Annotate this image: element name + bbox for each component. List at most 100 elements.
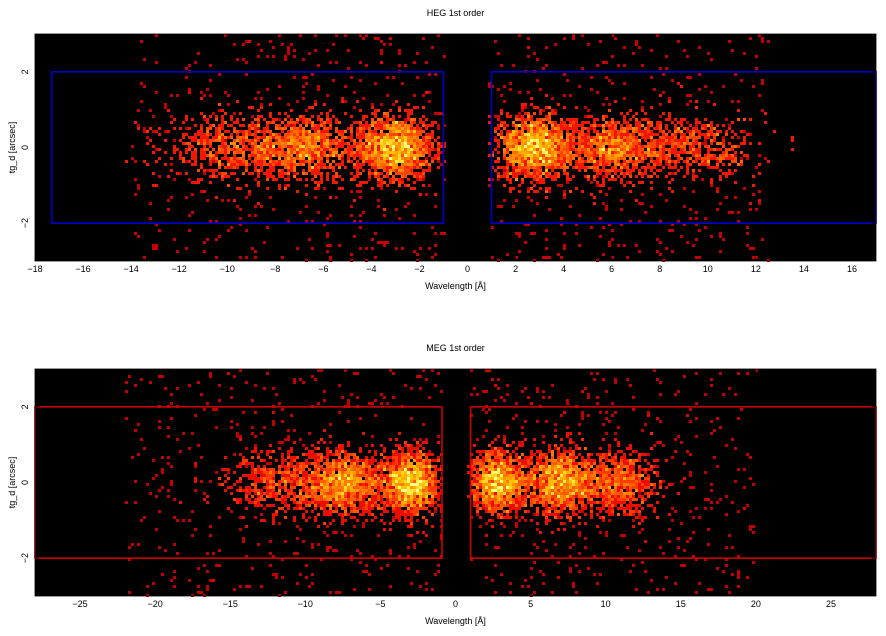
meg-heatmap-cell bbox=[305, 480, 308, 483]
heg-heatmap-cell bbox=[425, 163, 428, 166]
heg-heatmap-cell bbox=[593, 148, 596, 151]
meg-heatmap-cell bbox=[416, 531, 419, 534]
heg-heatmap-cell bbox=[176, 250, 179, 253]
heg-heatmap-cell bbox=[689, 208, 692, 211]
heg-heatmap-cell bbox=[578, 148, 581, 151]
meg-heatmap-cell bbox=[437, 468, 440, 471]
heg-heatmap-cell bbox=[548, 187, 551, 190]
heg-heatmap-cell bbox=[650, 145, 653, 148]
meg-heatmap-cell bbox=[209, 534, 212, 537]
heg-heatmap-cell bbox=[314, 142, 317, 145]
meg-heatmap-cell bbox=[299, 573, 302, 576]
heg-heatmap-cell bbox=[266, 178, 269, 181]
heg-heatmap-cell bbox=[635, 160, 638, 163]
heg-heatmap-cell bbox=[638, 121, 641, 124]
meg-heatmap-cell bbox=[695, 558, 698, 561]
heg-heatmap-cell bbox=[692, 169, 695, 172]
heg-heatmap-cell bbox=[398, 109, 401, 112]
meg-heatmap-cell bbox=[422, 498, 425, 501]
heg-heatmap-cell bbox=[659, 94, 662, 97]
heg-heatmap-cell bbox=[215, 154, 218, 157]
meg-heatmap-cell bbox=[401, 462, 404, 465]
heg-heatmap-cell bbox=[350, 115, 353, 118]
heg-heatmap-cell bbox=[206, 121, 209, 124]
heg-heatmap-cell bbox=[404, 154, 407, 157]
heg-heatmap-cell bbox=[632, 148, 635, 151]
heg-heatmap-cell bbox=[596, 145, 599, 148]
heg-heatmap-cell bbox=[413, 175, 416, 178]
meg-heatmap-cell bbox=[374, 399, 377, 402]
heg-heatmap-cell bbox=[404, 172, 407, 175]
heg-heatmap-cell bbox=[524, 133, 527, 136]
meg-heatmap-cell bbox=[206, 402, 209, 405]
heg-heatmap-cell bbox=[530, 172, 533, 175]
meg-heatmap-cell bbox=[296, 582, 299, 585]
heg-heatmap-cell bbox=[578, 133, 581, 136]
heg-heatmap-cell bbox=[497, 175, 500, 178]
heg-heatmap-cell bbox=[632, 160, 635, 163]
meg-heatmap-cell bbox=[512, 531, 515, 534]
heg-heatmap-cell bbox=[305, 148, 308, 151]
heg-heatmap-cell bbox=[671, 148, 674, 151]
meg-heatmap-cell bbox=[413, 489, 416, 492]
heg-heatmap-cell bbox=[335, 127, 338, 130]
heg-heatmap-cell bbox=[299, 154, 302, 157]
meg-heatmap-cell bbox=[209, 372, 212, 375]
heg-heatmap-cell bbox=[359, 121, 362, 124]
heg-heatmap-cell bbox=[260, 97, 263, 100]
heg-heatmap-cell bbox=[248, 163, 251, 166]
heg-heatmap-cell bbox=[725, 157, 728, 160]
meg-heatmap-cell bbox=[650, 432, 653, 435]
heg-heatmap-cell bbox=[239, 112, 242, 115]
heg-heatmap-cell bbox=[215, 115, 218, 118]
meg-heatmap-cell bbox=[335, 510, 338, 513]
heg-heatmap-cell bbox=[614, 124, 617, 127]
heg-heatmap-cell bbox=[611, 160, 614, 163]
heg-heatmap-cell bbox=[254, 169, 257, 172]
meg-heatmap-cell bbox=[272, 573, 275, 576]
heg-heatmap-cell bbox=[341, 136, 344, 139]
meg-heatmap-cell bbox=[203, 564, 206, 567]
heg-heatmap-cell bbox=[308, 136, 311, 139]
heg-heatmap-cell bbox=[554, 154, 557, 157]
meg-heatmap-cell bbox=[311, 492, 314, 495]
heg-heatmap-cell bbox=[647, 118, 650, 121]
meg-heatmap-cell bbox=[716, 465, 719, 468]
meg-heatmap-cell bbox=[419, 486, 422, 489]
heg-x-tick-label: 6 bbox=[609, 264, 614, 274]
heg-heatmap-cell bbox=[368, 172, 371, 175]
heg-heatmap-cell bbox=[533, 163, 536, 166]
meg-heatmap-cell bbox=[413, 507, 416, 510]
heg-heatmap-cell bbox=[533, 157, 536, 160]
heg-heatmap-cell bbox=[497, 178, 500, 181]
heg-heatmap-cell bbox=[257, 139, 260, 142]
heg-heatmap-cell bbox=[533, 130, 536, 133]
heg-heatmap-cell bbox=[791, 148, 794, 151]
meg-heatmap-cell bbox=[581, 438, 584, 441]
meg-heatmap-cell bbox=[386, 468, 389, 471]
heg-heatmap-cell bbox=[608, 187, 611, 190]
heg-heatmap-cell bbox=[194, 133, 197, 136]
meg-heatmap-cell bbox=[416, 450, 419, 453]
heg-heatmap-cell bbox=[719, 160, 722, 163]
meg-heatmap-cell bbox=[332, 471, 335, 474]
meg-heatmap-cell bbox=[293, 498, 296, 501]
heg-heatmap-cell bbox=[527, 163, 530, 166]
meg-heatmap-cell bbox=[719, 426, 722, 429]
heg-heatmap-cell bbox=[701, 142, 704, 145]
heg-heatmap-cell bbox=[230, 172, 233, 175]
heg-heatmap-cell bbox=[329, 118, 332, 121]
meg-heatmap-cell bbox=[377, 495, 380, 498]
meg-heatmap-cell bbox=[404, 519, 407, 522]
heg-heatmap-cell bbox=[647, 133, 650, 136]
heg-heatmap-cell bbox=[254, 250, 257, 253]
meg-heatmap-cell bbox=[569, 456, 572, 459]
heg-heatmap-cell bbox=[341, 157, 344, 160]
heg-heatmap-cell bbox=[371, 118, 374, 121]
heg-heatmap-cell bbox=[560, 118, 563, 121]
heg-heatmap-cell bbox=[404, 127, 407, 130]
meg-heatmap-cell bbox=[620, 534, 623, 537]
heg-heatmap-cell bbox=[299, 136, 302, 139]
heg-heatmap-cell bbox=[518, 91, 521, 94]
meg-heatmap-cell bbox=[536, 468, 539, 471]
